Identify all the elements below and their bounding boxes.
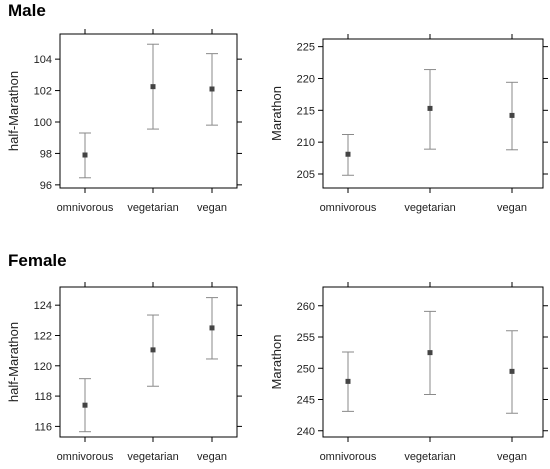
panel-4-frame	[322, 286, 544, 438]
panel-4-ytick-label: 250	[297, 363, 315, 375]
panel-4-ytick-label: 240	[297, 426, 315, 438]
panel-4-ytick-label: 245	[297, 395, 315, 407]
panel-2-ytick-label: 220	[297, 73, 315, 85]
panel-3-mean-point-vegan	[209, 325, 215, 331]
panel-4-ytick-label: 255	[297, 332, 315, 344]
panel-2-ytick-label: 225	[297, 42, 315, 54]
panel-2-mean-point-vegan	[509, 112, 515, 118]
section-title-female: Female	[8, 251, 67, 270]
panel-2-ytick-label: 210	[297, 137, 315, 149]
panel-2-ytick-label: 215	[297, 105, 315, 117]
panel-3-mean-point-vegetarian	[150, 347, 156, 353]
panel-2-category-label: vegan	[497, 202, 527, 214]
panel-4-ylabel: Marathon	[269, 335, 284, 390]
panel-4-category-label: vegan	[497, 451, 527, 463]
panel-4-mean-point-omnivorous	[345, 378, 351, 384]
panel-4-mean-point-vegetarian	[427, 350, 433, 356]
panel-3-mean-point-omnivorous	[82, 402, 88, 408]
panel-2-ylabel: Marathon	[269, 86, 284, 141]
panel-4-ytick-label: 260	[297, 301, 315, 313]
panel-3-ytick-label: 122	[34, 330, 52, 342]
panel-1-ytick-label: 100	[34, 117, 52, 129]
panel-2-mean-point-omnivorous	[345, 151, 351, 157]
panel-1-category-label: vegan	[197, 202, 227, 214]
panel-1-ytick-label: 102	[34, 86, 52, 98]
panel-2-category-label: omnivorous	[320, 202, 377, 214]
panel-3-category-label: omnivorous	[57, 451, 114, 463]
panel-1-mean-point-vegan	[209, 86, 215, 92]
panel-3-ytick-label: 116	[34, 421, 52, 433]
panel-1-ytick-label: 98	[40, 148, 52, 160]
panel-1-frame	[59, 33, 238, 189]
panel-2-mean-point-vegetarian	[427, 105, 433, 111]
panel-1-ytick-label: 104	[34, 54, 52, 66]
panel-3-ytick-label: 118	[34, 391, 52, 403]
panel-2-category-label: vegetarian	[404, 202, 455, 214]
panel-1-ylabel: half-Marathon	[6, 71, 21, 151]
panel-2-frame	[322, 38, 544, 189]
panel-3-category-label: vegetarian	[127, 451, 178, 463]
panel-3-ylabel: half-Marathon	[6, 322, 21, 402]
panel-1-category-label: omnivorous	[57, 202, 114, 214]
panel-1-category-label: vegetarian	[127, 202, 178, 214]
panel-3-ytick-label: 120	[34, 361, 52, 373]
panel-4-mean-point-vegan	[509, 368, 515, 374]
panel-4-category-label: omnivorous	[320, 451, 377, 463]
panel-2-ytick-label: 205	[297, 169, 315, 181]
panel-3-frame	[59, 286, 238, 438]
panel-1-ytick-label: 96	[40, 180, 52, 192]
panel-4-category-label: vegetarian	[404, 451, 455, 463]
panel-1-mean-point-vegetarian	[150, 84, 156, 90]
panel-3-ytick-label: 124	[34, 300, 52, 312]
panel-3-category-label: vegan	[197, 451, 227, 463]
section-title-male: Male	[8, 1, 46, 20]
panel-1-mean-point-omnivorous	[82, 152, 88, 158]
